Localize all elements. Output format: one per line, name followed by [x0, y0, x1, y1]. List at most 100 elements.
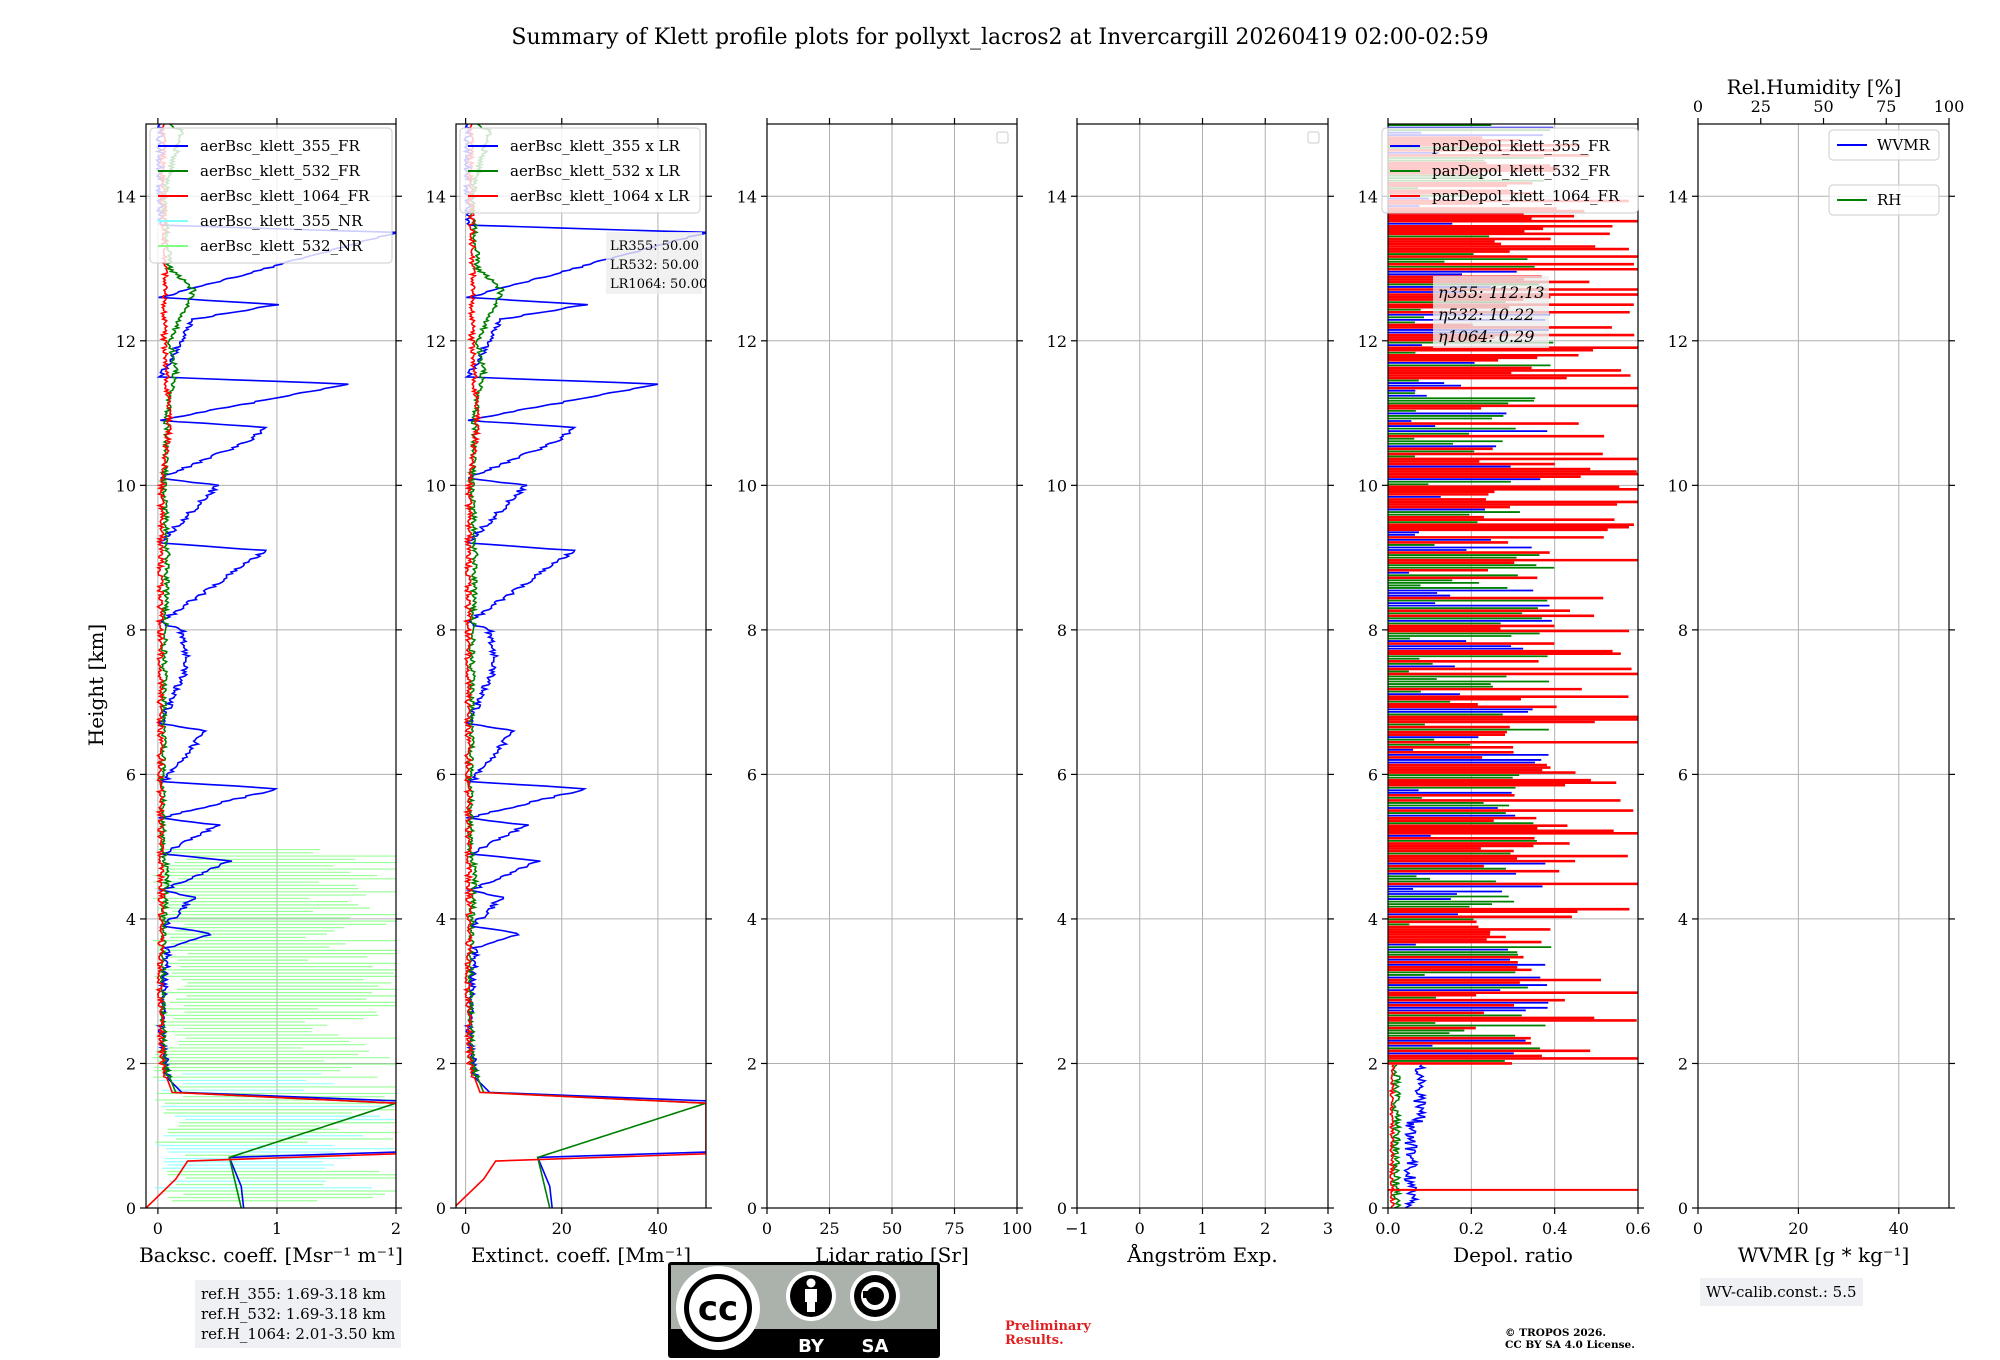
eta-value: η355: 112.13: [1438, 283, 1545, 302]
rh-tick-label: 50: [1813, 97, 1833, 116]
legend-box: [459, 127, 701, 214]
y-tick-label: 0: [747, 1199, 757, 1218]
preliminary-note: Preliminary Results.: [1005, 1320, 1091, 1348]
legend-label: aerBsc_klett_1064 x LR: [510, 187, 690, 205]
y-tick-label: 10: [1668, 476, 1688, 495]
y-tick-label: 4: [126, 910, 136, 929]
y-tick-label: 8: [1368, 621, 1378, 640]
x-tick-label: 25: [819, 1219, 839, 1238]
x-axis-label: Extinct. coeff. [Mm⁻¹]: [471, 1243, 691, 1267]
axes-frame: [1697, 123, 1950, 1209]
lr-value: LR1064: 50.00: [610, 277, 707, 292]
y-tick-label: 8: [436, 621, 446, 640]
reference-height-box: ref.H_355: 1.69-3.18 km ref.H_532: 1.69-…: [195, 1280, 402, 1348]
y-tick-label: 2: [436, 1054, 446, 1073]
x-tick-label: 1: [1197, 1219, 1207, 1238]
eta-value: η1064: 0.29: [1438, 327, 1534, 346]
x-tick-label: 0: [153, 1219, 163, 1238]
profile-aerBsc_klett_1064_FR: [456, 124, 706, 1207]
data-layer-depol: [1388, 124, 1638, 1208]
profile-aerBsc_klett_532_FR: [157, 124, 396, 1208]
y-tick-label: 0: [1057, 1199, 1067, 1218]
y-tick-label: 6: [1368, 765, 1378, 784]
x-tick-label: 40: [648, 1219, 668, 1238]
axes-frame: [455, 123, 707, 1209]
ref-height-1064: ref.H_1064: 2.01-3.50 km: [201, 1325, 396, 1343]
data-layer-ext: [456, 124, 706, 1208]
y-tick-label: 2: [1678, 1054, 1688, 1073]
x-tick-label: 1: [272, 1219, 282, 1238]
cc-sa-label: SA: [862, 1336, 889, 1357]
y-tick-label: 0: [1368, 1199, 1378, 1218]
legend-label: aerBsc_klett_1064_FR: [200, 187, 370, 205]
y-tick-label: 14: [737, 187, 757, 206]
eta-value: η532: 10.22: [1438, 305, 1534, 324]
x-tick-label: 0: [461, 1219, 471, 1238]
y-tick-label: 4: [1678, 910, 1688, 929]
y-tick-label: 8: [126, 621, 136, 640]
y-tick-label: 14: [1668, 187, 1688, 206]
y-tick-label: 12: [116, 332, 136, 351]
legend-box: [1381, 127, 1639, 214]
profile-depol-355: [1403, 1064, 1428, 1208]
y-tick-label: 12: [1358, 332, 1378, 351]
legend-label: aerBsc_klett_355_NR: [200, 212, 363, 230]
legend-box: [1828, 184, 1940, 216]
lr-value: LR355: 50.00: [610, 239, 699, 254]
legend-label: aerBsc_klett_355 x LR: [510, 137, 681, 155]
data-layer-bsc: [146, 124, 396, 1208]
profile-aerBsc_klett_355_FR: [154, 124, 396, 1208]
eta-info-box: [1433, 276, 1549, 348]
y-tick-label: 2: [1368, 1054, 1378, 1073]
rh-tick-label: 25: [1751, 97, 1771, 116]
copyright-line-1: © TROPOS 2026.: [1505, 1327, 1607, 1339]
y-tick-label: 6: [126, 765, 136, 784]
x-tick-label: 3: [1323, 1219, 1333, 1238]
y-tick-label: 0: [126, 1199, 136, 1218]
legend-box: [149, 127, 393, 264]
wv-calibration-constant: WV-calib.const.: 5.5: [1706, 1283, 1857, 1301]
legend-label: aerBsc_klett_532_NR: [200, 237, 363, 255]
y-tick-label: 8: [1057, 621, 1067, 640]
y-tick-label: 14: [116, 187, 136, 206]
y-tick-label: 12: [426, 332, 446, 351]
x-tick-label: 0: [1693, 1219, 1703, 1238]
x-tick-label: 20: [1788, 1219, 1808, 1238]
profile-depol-1064: [1388, 1064, 1397, 1208]
panel-ext: 0 2 4 6 8 10 12 14 0 20 40 Extinct. coeff. [Mm⁻¹] ae…: [426, 118, 712, 1267]
y-tick-label: 14: [1047, 187, 1067, 206]
copyright-line-2: CC BY SA 4.0 License.: [1505, 1339, 1635, 1351]
cc-by-label: BY: [798, 1336, 825, 1357]
lr-info-box: [606, 232, 702, 294]
rh-tick-label: 0: [1693, 97, 1703, 116]
y-tick-label: 6: [1057, 765, 1067, 784]
svg-text:cc: cc: [698, 1289, 738, 1329]
y-tick-label: 14: [426, 187, 446, 206]
ref-height-532: ref.H_532: 1.69-3.18 km: [201, 1305, 386, 1323]
legend-label: parDepol_klett_532_FR: [1432, 162, 1610, 180]
profile-aerBsc_klett_532_FR: [465, 124, 706, 1208]
copyright-note: © TROPOS 2026. CC BY SA 4.0 License.: [1505, 1327, 1635, 1351]
rh-tick-label: 75: [1876, 97, 1896, 116]
y-tick-label: 6: [436, 765, 446, 784]
x-tick-label: 0.4: [1542, 1219, 1567, 1238]
x-tick-label: 0.6: [1625, 1219, 1650, 1238]
x-tick-label: 0.2: [1459, 1219, 1484, 1238]
empty-legend-box: [1307, 131, 1320, 144]
axes-frame: [1387, 123, 1639, 1209]
y-tick-label: 2: [1057, 1054, 1067, 1073]
y-tick-label: 10: [116, 476, 136, 495]
legend-label: RH: [1877, 191, 1901, 209]
x-axis-label: Ångström Exp.: [1126, 1242, 1277, 1267]
legend-label: WVMR: [1877, 136, 1931, 154]
x-axis-label: Backsc. coeff. [Msr⁻¹ m⁻¹]: [139, 1243, 403, 1267]
y-tick-label: 4: [747, 910, 757, 929]
lr-value: LR532: 50.00: [610, 258, 699, 273]
x-tick-label: 50: [882, 1219, 902, 1238]
y-tick-label: 8: [747, 621, 757, 640]
legend-label: aerBsc_klett_355_FR: [200, 137, 360, 155]
y-tick-label: 6: [747, 765, 757, 784]
x-tick-label: 40: [1889, 1219, 1909, 1238]
